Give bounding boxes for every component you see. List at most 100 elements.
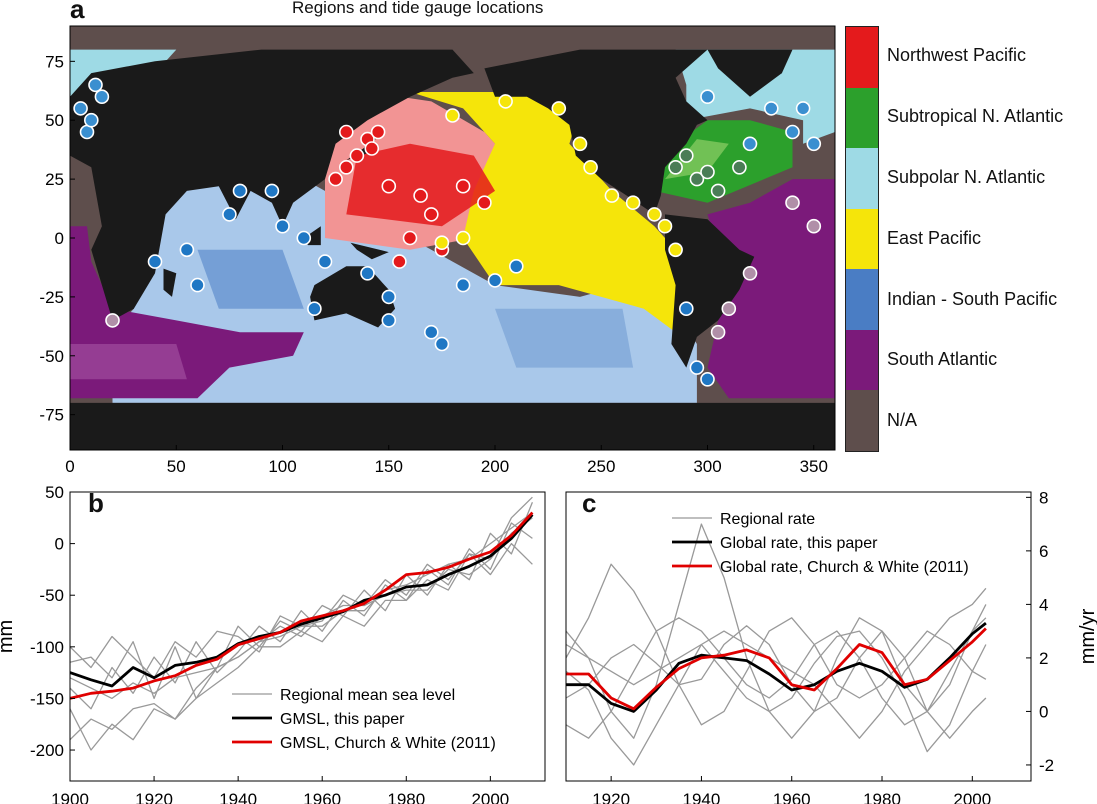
tide-gauge-marker bbox=[328, 171, 343, 187]
y-tick-label: 25 bbox=[45, 170, 64, 189]
y-tick-label: -200 bbox=[30, 741, 64, 760]
tide-gauge-marker bbox=[742, 136, 758, 152]
tide-gauge-marker bbox=[795, 101, 811, 116]
y-tick-label: -25 bbox=[39, 288, 64, 307]
x-tick-label: 1980 bbox=[387, 790, 425, 804]
greenland-landmass bbox=[707, 49, 793, 97]
tide-gauge-marker bbox=[700, 164, 715, 180]
tide-gauge-marker bbox=[381, 178, 397, 194]
colorbar-swatch-na bbox=[846, 390, 878, 451]
y-tick-label: 2 bbox=[1039, 649, 1048, 668]
tide-gauge-marker bbox=[84, 112, 99, 128]
tide-gauge-marker bbox=[232, 183, 248, 199]
northwest-pacific-core bbox=[346, 143, 495, 227]
x-tick-label: 200 bbox=[481, 457, 509, 475]
tide-gauge-marker bbox=[785, 124, 800, 140]
series-line bbox=[565, 630, 987, 753]
x-tick-label: 350 bbox=[800, 457, 828, 475]
subtropical-n-atlantic-region bbox=[654, 120, 793, 203]
x-tick-label: 1920 bbox=[135, 790, 173, 804]
y-tick-label: -75 bbox=[39, 406, 64, 425]
colorbar-label: Subtropical N. Atlantic bbox=[887, 106, 1064, 126]
x-tick-label: 50 bbox=[167, 457, 186, 475]
tide-gauge-marker bbox=[360, 265, 375, 281]
series-line bbox=[69, 513, 534, 688]
tide-gauge-marker bbox=[179, 242, 195, 258]
tide-gauge-marker bbox=[370, 124, 386, 140]
tide-gauge-marker bbox=[583, 160, 598, 175]
map-title: Regions and tide gauge locations bbox=[292, 0, 544, 17]
x-tick-label: 1940 bbox=[683, 790, 721, 804]
tide-gauge-marker bbox=[689, 171, 705, 187]
chart-frame bbox=[69, 491, 546, 782]
y-tick-label: 4 bbox=[1039, 595, 1048, 614]
tide-gauge-marker bbox=[275, 218, 290, 234]
colorbar bbox=[845, 26, 879, 452]
tide-gauge-marker bbox=[455, 178, 471, 194]
tide-gauge-marker bbox=[402, 230, 418, 246]
tide-gauge-marker bbox=[551, 101, 567, 116]
y-tick-label: -2 bbox=[1039, 756, 1054, 775]
tide-gauge-marker bbox=[604, 188, 620, 203]
tide-gauge-marker bbox=[105, 313, 120, 328]
y-tick-label: 0 bbox=[55, 535, 64, 554]
tide-gauge-marker bbox=[317, 254, 333, 269]
x-tick-label: 0 bbox=[65, 457, 74, 475]
tide-gauge-marker bbox=[434, 336, 450, 352]
tide-gauge-marker bbox=[94, 89, 110, 104]
tide-gauge-marker bbox=[763, 101, 779, 116]
tide-gauge-marker bbox=[657, 218, 673, 234]
series-line bbox=[566, 627, 987, 711]
series-line bbox=[69, 496, 533, 751]
colorbar-swatch-east-pacific bbox=[846, 208, 878, 270]
tide-gauge-marker bbox=[721, 301, 737, 317]
colorbar-swatch-subpolar-n-atlantic bbox=[846, 148, 878, 209]
y-tick-label: 0 bbox=[1039, 702, 1048, 721]
tide-gauge-marker bbox=[700, 89, 715, 104]
tide-gauge-marker bbox=[264, 183, 280, 199]
colorbar-label: Northwest Pacific bbox=[887, 45, 1027, 65]
x-tick-label: 1960 bbox=[773, 790, 811, 804]
colorbar-label: Indian - South Pacific bbox=[887, 289, 1058, 309]
y-tick-label: 75 bbox=[45, 52, 64, 71]
y-tick-label: -150 bbox=[30, 689, 64, 708]
y-tick-label: -50 bbox=[39, 586, 64, 605]
x-tick-label: 2000 bbox=[471, 790, 509, 804]
x-tick-label: 2000 bbox=[953, 790, 991, 804]
tide-gauge-marker bbox=[88, 77, 103, 93]
tide-gauge-marker bbox=[678, 301, 694, 317]
series-line bbox=[69, 502, 534, 700]
x-tick-label: 300 bbox=[693, 457, 721, 475]
colorbar-label: N/A bbox=[887, 410, 918, 430]
tide-gauge-marker bbox=[700, 371, 715, 387]
x-tick-label: 100 bbox=[268, 457, 296, 475]
legend-label: Global rate, this paper bbox=[720, 535, 878, 552]
series-line bbox=[565, 587, 987, 766]
tide-gauge-marker bbox=[338, 124, 354, 140]
tide-gauge-marker bbox=[364, 141, 380, 156]
x-tick-label: 1900 bbox=[51, 790, 89, 804]
tide-gauge-marker bbox=[710, 324, 726, 340]
tide-gauge-marker bbox=[423, 207, 439, 222]
tide-gauge-marker bbox=[647, 207, 662, 222]
tide-gauge-marker bbox=[668, 160, 683, 175]
x-tick-label: 1960 bbox=[303, 790, 341, 804]
panel-c-chart: 1920 1940 1960 1980 2000 8 6 4 2 0 -2 mm/yr Regiona… bbox=[565, 488, 1097, 804]
south-atlantic-region-west bbox=[70, 226, 304, 399]
legend-label: Regional rate bbox=[720, 511, 815, 528]
tide-gauge-marker bbox=[689, 360, 705, 375]
y-tick-label: 8 bbox=[1039, 488, 1048, 507]
tide-gauge-marker bbox=[742, 265, 758, 281]
tide-gauge-marker bbox=[296, 230, 312, 246]
indian-ocean-shade bbox=[197, 249, 304, 309]
tide-gauge-marker bbox=[732, 160, 747, 175]
tide-gauge-marker bbox=[349, 148, 365, 163]
tide-gauge-marker bbox=[455, 277, 471, 293]
x-tick-label: 1920 bbox=[592, 790, 630, 804]
y-tick-label: -50 bbox=[39, 347, 64, 366]
x-tick-label: 1980 bbox=[863, 790, 901, 804]
y-tick-label: 50 bbox=[45, 484, 64, 502]
tide-gauge-marker bbox=[625, 195, 641, 210]
tide-gauge-marker bbox=[434, 235, 450, 250]
